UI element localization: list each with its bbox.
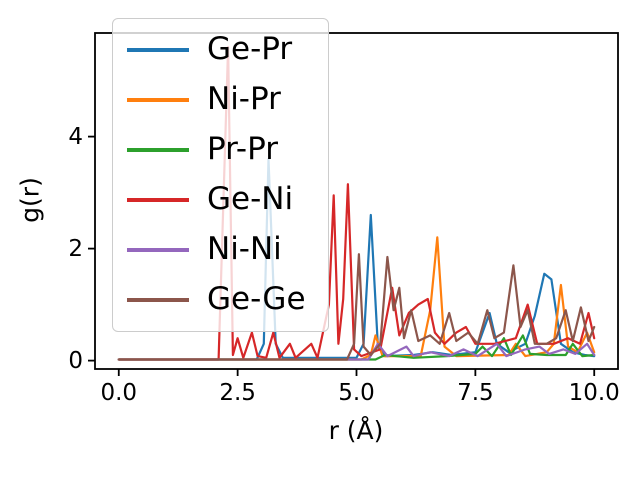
x-axis-label: r (Å) <box>328 416 384 445</box>
legend-label: Ge-Ge <box>207 281 306 318</box>
x-tick-label: 5.0 <box>338 380 375 406</box>
legend-line-swatch <box>127 198 189 203</box>
legend-line-swatch <box>127 298 189 303</box>
legend-label: Ge-Ni <box>207 181 294 218</box>
x-tick-label: 7.5 <box>457 380 494 406</box>
legend-entry: Ge-Ge <box>127 279 306 321</box>
y-axis-label: g(r) <box>15 177 45 223</box>
legend: Ge-Pr Ni-Pr Pr-Pr Ge-Ni Ni-Ni Ge-Ge <box>112 18 329 332</box>
y-tick-label: 0 <box>68 347 83 374</box>
series-line-Ge-Ge <box>117 253 596 361</box>
series-line-Ni-Pr <box>117 236 596 361</box>
legend-entry: Ni-Ni <box>127 229 306 271</box>
legend-label: Pr-Pr <box>207 131 278 168</box>
legend-entry: Ge-Pr <box>127 29 306 71</box>
legend-label: Ge-Pr <box>207 31 293 67</box>
x-tick-label: 2.5 <box>219 380 256 406</box>
y-tick-label: 4 <box>68 123 83 150</box>
series-line-Ge-Ni <box>117 45 596 361</box>
x-tick-label: 0.0 <box>100 380 138 406</box>
y-tick-label: 2 <box>68 235 83 262</box>
series-line-Ni-Ni <box>117 342 596 361</box>
legend-line-swatch <box>127 248 189 253</box>
legend-line-swatch <box>127 47 189 52</box>
legend-label: Ni-Ni <box>207 231 282 268</box>
legend-entry: Ge-Ni <box>127 179 306 221</box>
legend-entry: Ni-Pr <box>127 79 306 121</box>
legend-line-swatch <box>127 97 189 102</box>
legend-line-swatch <box>127 147 189 152</box>
x-tick-label: 10.0 <box>568 380 620 406</box>
legend-label: Ni-Pr <box>207 81 281 118</box>
legend-entry: Pr-Pr <box>127 129 306 171</box>
